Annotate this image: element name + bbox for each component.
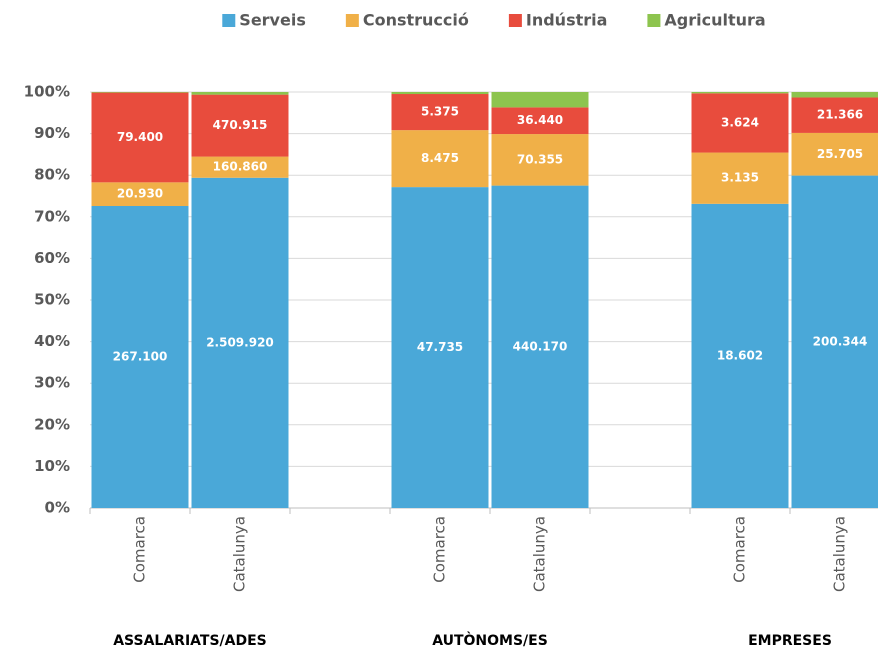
x-tick-label: Catalunya bbox=[831, 516, 849, 592]
bar-segment bbox=[691, 152, 789, 204]
bar-segment bbox=[191, 94, 289, 157]
bar-segment bbox=[391, 130, 489, 188]
bar-segment bbox=[691, 93, 789, 153]
data-label: 21.366 bbox=[817, 108, 863, 122]
data-label: 79.400 bbox=[117, 130, 163, 144]
data-label: 36.440 bbox=[517, 113, 563, 127]
y-tick-label: 30% bbox=[34, 374, 70, 392]
legend-label: Construcció bbox=[363, 11, 469, 30]
data-label: 160.860 bbox=[213, 160, 268, 174]
x-tick-label: Comarca bbox=[731, 516, 749, 583]
data-label: 470.915 bbox=[213, 118, 268, 132]
bar-segment bbox=[791, 97, 878, 133]
legend: Serveis Construcció Indústria Agricultura bbox=[222, 11, 766, 30]
bar-segment bbox=[191, 92, 289, 95]
data-label: 20.930 bbox=[117, 187, 163, 201]
bar-segment bbox=[91, 206, 189, 508]
legend-swatch bbox=[222, 14, 236, 27]
bar-segment bbox=[391, 187, 489, 509]
x-tick-label: Comarca bbox=[431, 516, 449, 583]
y-tick-label: 40% bbox=[34, 332, 70, 350]
group-label: AUTÒNOMS/ES bbox=[432, 631, 548, 649]
bar-segment bbox=[791, 132, 878, 176]
bar-segment bbox=[491, 92, 589, 108]
data-label: 47.735 bbox=[417, 340, 463, 354]
data-label: 8.475 bbox=[421, 151, 459, 165]
y-tick-label: 80% bbox=[34, 166, 70, 184]
y-tick-label: 60% bbox=[34, 249, 70, 267]
y-tick-label: 20% bbox=[34, 415, 70, 433]
legend-swatch bbox=[345, 14, 359, 27]
bar-segment bbox=[691, 203, 789, 508]
data-label: 18.602 bbox=[717, 348, 763, 362]
bar-segment bbox=[191, 156, 289, 178]
data-label: 200.344 bbox=[813, 334, 868, 348]
group-label: EMPRESES bbox=[748, 633, 832, 649]
data-label: 5.375 bbox=[421, 105, 459, 119]
legend-label: Agricultura bbox=[664, 11, 765, 30]
bar-segment bbox=[491, 134, 589, 186]
bar-segment bbox=[391, 92, 489, 95]
y-tick-label: 0% bbox=[45, 499, 70, 517]
y-tick-label: 70% bbox=[34, 207, 70, 225]
y-tick-label: 10% bbox=[34, 457, 70, 475]
legend-swatch bbox=[647, 14, 661, 27]
data-label: 70.355 bbox=[517, 152, 563, 166]
y-tick-label: 90% bbox=[34, 124, 70, 142]
data-label: 3.624 bbox=[721, 115, 759, 129]
data-label: 25.705 bbox=[817, 147, 863, 161]
bar-segment bbox=[91, 92, 189, 93]
x-tick-label: Catalunya bbox=[531, 516, 549, 592]
y-tick-label: 50% bbox=[34, 291, 70, 309]
y-tick-label: 100% bbox=[24, 83, 70, 101]
bar-segment bbox=[91, 92, 189, 183]
x-tick-label: Catalunya bbox=[231, 516, 249, 592]
bar-segment bbox=[191, 177, 289, 508]
bar-segment bbox=[791, 175, 878, 508]
data-label: 440.170 bbox=[513, 339, 568, 353]
group-label: ASSALARIATS/ADES bbox=[113, 633, 267, 649]
bar-segment bbox=[91, 182, 189, 207]
bar-segment bbox=[691, 92, 789, 94]
data-label: 2.509.920 bbox=[206, 335, 274, 349]
bar-segment bbox=[491, 107, 589, 135]
data-label: 3.135 bbox=[721, 171, 759, 185]
legend-swatch bbox=[508, 14, 522, 27]
x-tick-label: Comarca bbox=[131, 516, 149, 583]
legend-label: Indústria bbox=[526, 11, 608, 30]
bar-segment bbox=[791, 92, 878, 98]
bar-segment bbox=[391, 94, 489, 131]
bar-segment bbox=[491, 185, 589, 508]
data-label: 267.100 bbox=[113, 350, 168, 364]
legend-label: Serveis bbox=[239, 11, 306, 30]
